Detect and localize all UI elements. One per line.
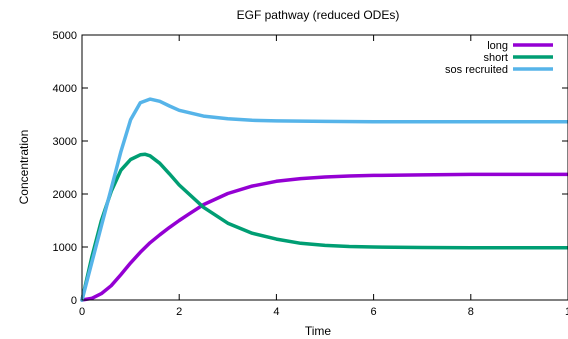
- series-line-short: [80, 152, 568, 302]
- y-tick-label: 3000: [53, 136, 77, 148]
- plot-frame: [81, 34, 568, 301]
- legend-label-short: short: [484, 52, 508, 64]
- x-tick-label: 6: [371, 306, 377, 318]
- y-tick-label: 5000: [53, 30, 77, 42]
- legend-label-sos-recruited: sos recruited: [445, 64, 508, 76]
- x-tick-label: 2: [176, 306, 182, 318]
- series-line-sos-recruited: [80, 97, 568, 302]
- series-line-long: [80, 172, 568, 302]
- x-tick-label: 4: [273, 306, 279, 318]
- y-tick-label: 1000: [53, 242, 77, 254]
- x-tick-label: 0: [79, 306, 85, 318]
- legend-label-long: long: [487, 40, 508, 52]
- y-axis-label: Concentration: [17, 130, 31, 205]
- chart-title: EGF pathway (reduced ODEs): [237, 8, 400, 22]
- x-tick-label: 8: [468, 306, 474, 318]
- x-tick-label: 1: [565, 306, 568, 318]
- y-tick-label: 4000: [53, 83, 77, 95]
- series-layer: [80, 97, 568, 302]
- y-tick-label: 0: [71, 295, 77, 307]
- x-axis-label: Time: [305, 324, 332, 338]
- y-tick-label: 2000: [53, 189, 77, 201]
